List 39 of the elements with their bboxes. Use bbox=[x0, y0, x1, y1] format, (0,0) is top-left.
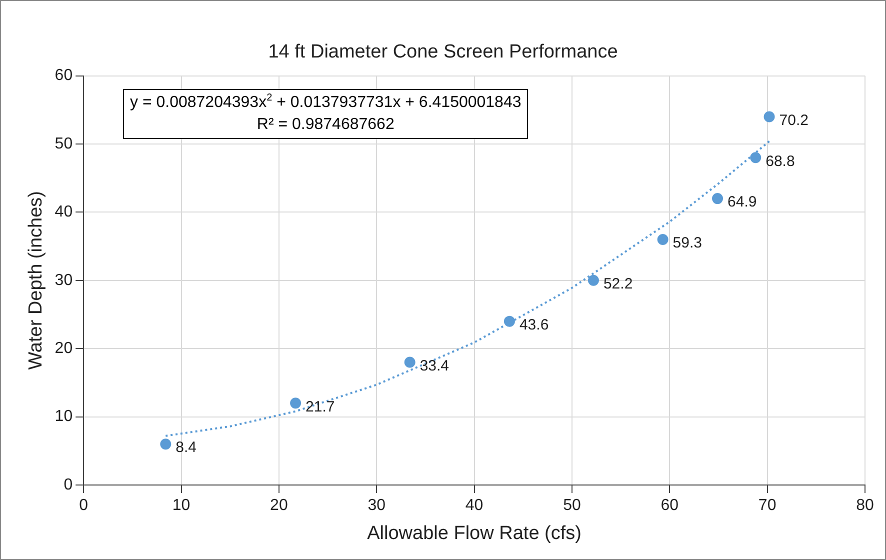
point bbox=[657, 234, 668, 245]
y-tick-label: 50 bbox=[54, 135, 73, 152]
annotation: 33.4 bbox=[420, 357, 450, 374]
point bbox=[404, 356, 416, 368]
x-axis-title: Allowable Flow Rate (cfs) bbox=[367, 522, 582, 544]
x-tick-label: 50 bbox=[563, 497, 581, 514]
chart-title: 14 ft Diameter Cone Screen Performance bbox=[268, 42, 618, 63]
annotation: 21.7 bbox=[306, 398, 335, 416]
annotation: 52.2 bbox=[603, 276, 633, 293]
annotation: R² = 0.9874687662 bbox=[256, 115, 396, 135]
point bbox=[764, 111, 775, 122]
x-tick-label: 10 bbox=[172, 497, 190, 514]
annotation: 70.2 bbox=[779, 112, 808, 129]
point bbox=[290, 398, 302, 409]
y-tick-label: 10 bbox=[54, 408, 73, 426]
annotation: 64.9 bbox=[728, 194, 757, 211]
annotation: 43.6 bbox=[519, 316, 549, 334]
annotation: y = 0.0087204393x$^{2}$ + 0.0137937731x + 6.4150001843 bbox=[130, 92, 522, 113]
x-tick-label: 80 bbox=[856, 497, 874, 514]
annotation: 68.8 bbox=[766, 152, 795, 170]
x-tick-label: 0 bbox=[79, 497, 88, 514]
point bbox=[712, 193, 724, 204]
annotation: 59.3 bbox=[672, 234, 702, 252]
y-tick-label: 60 bbox=[54, 67, 73, 84]
x-tick-label: 60 bbox=[660, 497, 679, 514]
point bbox=[750, 152, 762, 164]
annotation: 8.4 bbox=[176, 439, 197, 456]
point bbox=[588, 274, 599, 286]
y-tick-label: 0 bbox=[64, 476, 73, 494]
x-tick-label: 30 bbox=[368, 497, 386, 514]
y-tick-label: 30 bbox=[54, 272, 73, 289]
y-axis-title: Water Depth (inches) bbox=[26, 190, 47, 370]
x-tick-label: 20 bbox=[270, 497, 288, 514]
x-tick-label: 70 bbox=[758, 497, 776, 514]
point bbox=[160, 438, 172, 450]
point bbox=[504, 316, 515, 327]
x-tick-label: 40 bbox=[465, 497, 484, 514]
y-tick-label: 20 bbox=[54, 340, 73, 358]
y-tick-label: 40 bbox=[54, 204, 73, 221]
